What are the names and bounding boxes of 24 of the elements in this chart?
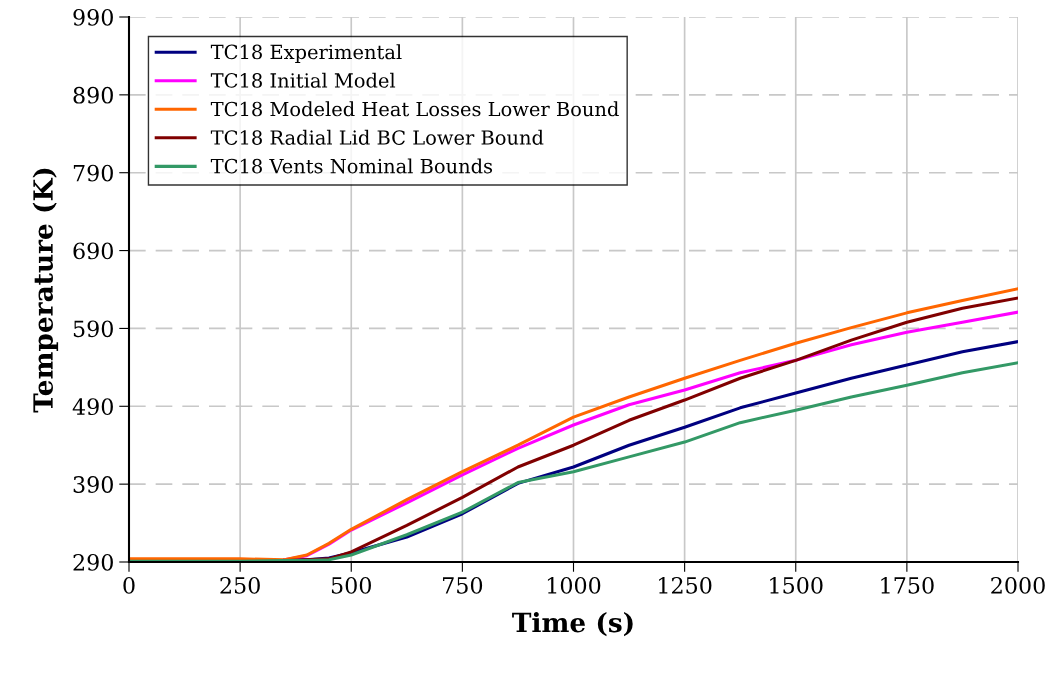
y-tick-label: 590 [73, 320, 113, 338]
y-tick-label: 890 [73, 86, 113, 104]
x-tick-label: 1750 [881, 576, 934, 594]
x-tick-label: 750 [443, 576, 483, 594]
legend-label: TC18 Modeled Heat Losses Lower Bound [210, 101, 619, 117]
y-tick-label: 790 [73, 164, 113, 182]
legend-label: TC18 Vents Nominal Bounds [210, 158, 493, 174]
x-tick-label: 1250 [659, 576, 712, 594]
legend-label: TC18 Initial Model [210, 72, 396, 88]
x-tick-label: 0 [123, 576, 135, 594]
x-axis-title: Time (s) [512, 611, 633, 637]
y-tick-label: 390 [73, 476, 113, 493]
x-tick-label: 250 [220, 576, 260, 594]
legend-label: TC18 Experimental [210, 44, 402, 64]
legend-label: TC18 Radial Lid BC Lower Bound [210, 129, 544, 145]
x-tick-label: 1000 [547, 576, 601, 594]
x-tick-label: 1500 [770, 576, 823, 594]
y-tick-label: 490 [72, 398, 113, 416]
y-tick-label: 690 [73, 242, 113, 260]
x-tick-label: 2000 [991, 576, 1045, 594]
y-tick-label: 990 [73, 8, 113, 26]
y-tick-label: 290 [73, 553, 113, 571]
x-tick-label: 500 [331, 576, 371, 594]
y-axis-title: Temperature (K) [32, 168, 59, 413]
